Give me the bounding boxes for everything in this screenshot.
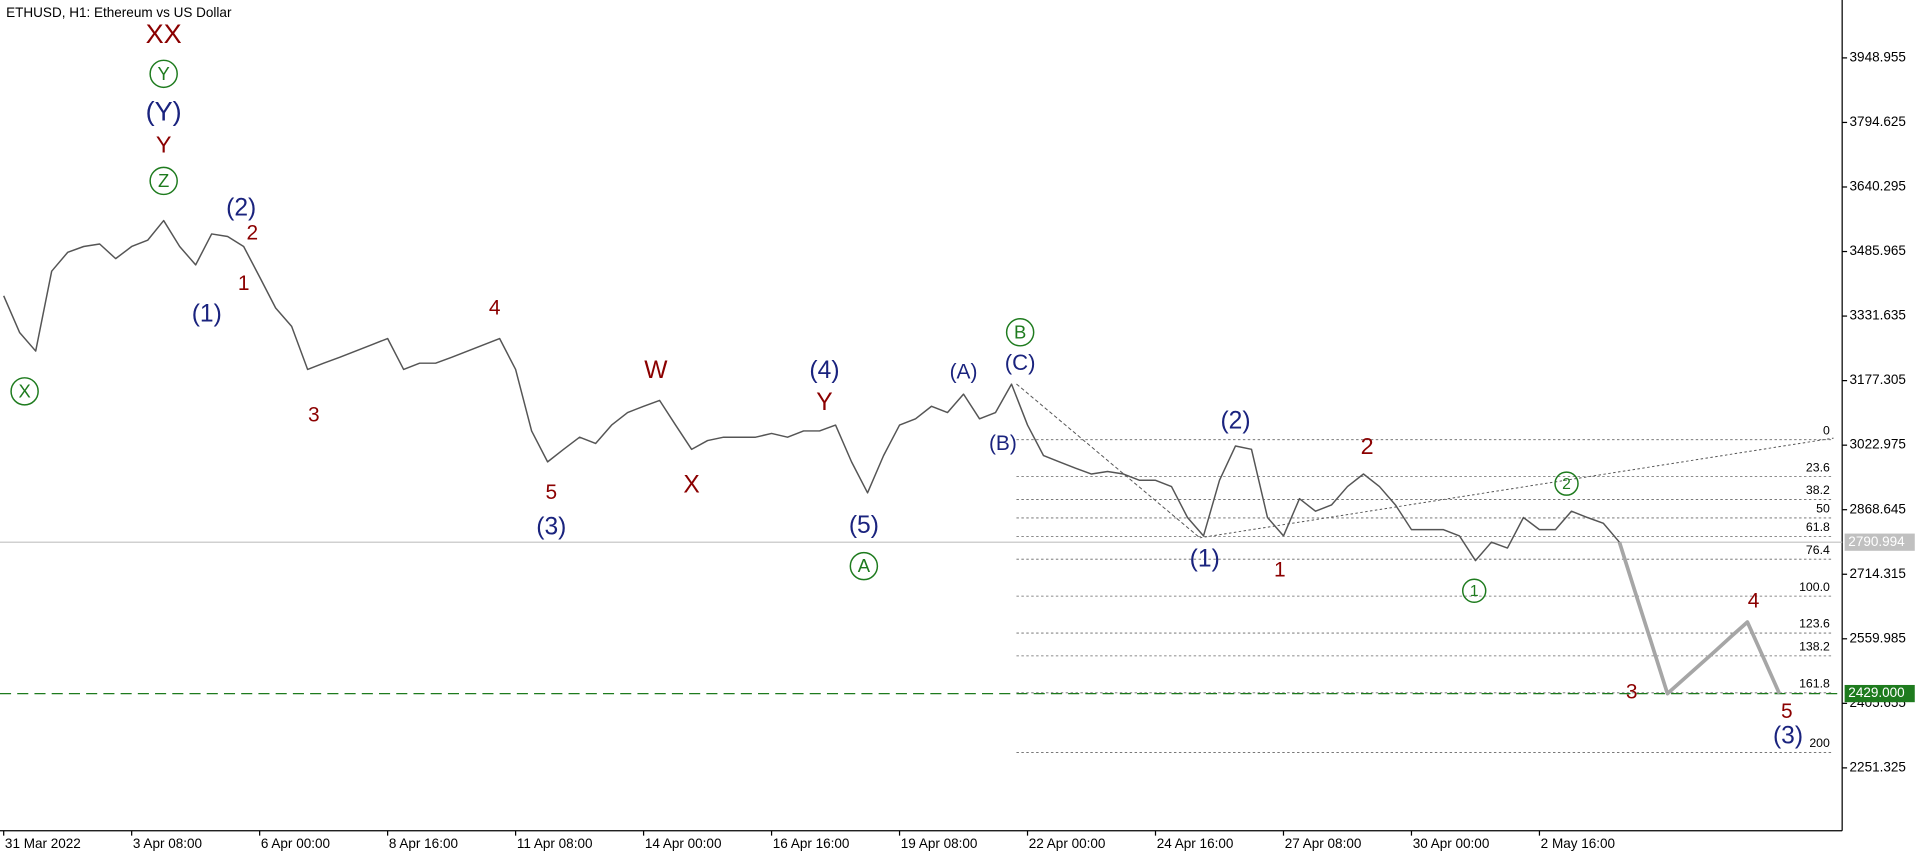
wave-label: 2	[246, 221, 258, 244]
x-tick-label: 3 Apr 08:00	[133, 836, 202, 851]
price-box	[1844, 684, 1915, 703]
wave-label: Y	[816, 389, 832, 416]
x-tick-label: 11 Apr 08:00	[517, 836, 593, 851]
wave-label: W	[644, 357, 668, 384]
x-tick-label: 27 Apr 08:00	[1285, 836, 1362, 851]
wave-label: 2	[1562, 476, 1571, 493]
wave-label: Z	[158, 170, 169, 191]
fib-label: 23.6	[1806, 460, 1830, 474]
wave-label: XX	[146, 18, 182, 49]
wave-label: 3	[1626, 680, 1638, 703]
y-tick-label: 3177.305	[1850, 372, 1906, 387]
wave-circle	[1005, 318, 1035, 347]
x-tick-label: 31 Mar 2022	[5, 836, 81, 851]
y-tick-label: 3331.635	[1850, 308, 1906, 323]
fib-label: 200	[1809, 736, 1830, 750]
wave-label: 1	[1274, 559, 1286, 582]
wave-label: (3)	[536, 513, 566, 540]
wave-label: 5	[1781, 700, 1793, 723]
y-tick-label: 3640.295	[1850, 179, 1906, 194]
wave-label: (B)	[989, 432, 1017, 455]
wave-label: A	[858, 555, 871, 576]
fib-label: 0	[1823, 423, 1830, 437]
wave-label: (2)	[1220, 408, 1250, 435]
price-series	[1617, 541, 1782, 696]
y-tick-label: 3022.975	[1850, 437, 1906, 452]
wave-label: 4	[489, 296, 501, 319]
wave-label: 1	[1470, 583, 1479, 600]
wave-label: (3)	[1773, 723, 1803, 750]
wave-circle	[10, 377, 39, 406]
y-tick-label: 2251.325	[1850, 759, 1906, 774]
y-tick-label: 2714.315	[1850, 566, 1906, 581]
y-tick-label: 3794.625	[1850, 114, 1906, 129]
price-box-label: 2790.994	[1848, 534, 1905, 549]
wave-label: 2	[1361, 433, 1374, 459]
x-tick-label: 30 Apr 00:00	[1413, 836, 1490, 851]
wave-label: X	[683, 472, 699, 499]
price-series	[3, 219, 1620, 562]
wave-label: (Y)	[146, 95, 182, 126]
fib-label: 123.6	[1799, 617, 1830, 631]
price-box	[1844, 533, 1915, 551]
y-tick-label: 3485.965	[1850, 243, 1906, 258]
wave-label: Y	[156, 132, 172, 158]
fib-trend-line	[1016, 383, 1201, 539]
wave-label: (1)	[1190, 545, 1220, 572]
wave-label: (2)	[226, 195, 256, 222]
x-tick-label: 8 Apr 16:00	[389, 836, 458, 851]
y-tick-label: 2868.645	[1850, 501, 1906, 516]
extension-line	[1199, 437, 1834, 539]
wave-label: Y	[158, 63, 170, 84]
x-tick-label: 24 Apr 16:00	[1157, 836, 1234, 851]
fib-label: 38.2	[1806, 483, 1830, 497]
wave-circle	[149, 166, 178, 196]
y-tick-label: 3948.955	[1850, 49, 1906, 64]
wave-label: 5	[545, 481, 557, 504]
fib-label: 61.8	[1806, 520, 1830, 534]
x-tick-label: 2 May 16:00	[1541, 836, 1615, 851]
wave-label: (5)	[849, 512, 879, 539]
wave-circle	[1554, 471, 1579, 496]
wave-label: 1	[238, 272, 250, 295]
fib-label: 138.2	[1799, 640, 1830, 654]
wave-label: (1)	[192, 301, 222, 328]
y-tick-label: 2559.985	[1850, 630, 1906, 645]
fib-label: 76.4	[1806, 543, 1830, 557]
x-tick-label: 16 Apr 16:00	[773, 836, 850, 851]
wave-label: B	[1014, 321, 1026, 342]
wave-label: 4	[1748, 589, 1760, 612]
wave-circle	[849, 551, 879, 581]
wave-label: X	[18, 380, 30, 401]
x-tick-label: 14 Apr 00:00	[645, 836, 722, 851]
wave-circle	[149, 59, 178, 89]
wave-label: (C)	[1005, 350, 1036, 375]
x-tick-label: 6 Apr 00:00	[261, 836, 330, 851]
wave-label: (4)	[809, 357, 839, 384]
fib-label: 100.0	[1799, 580, 1830, 594]
x-tick-label: 19 Apr 08:00	[901, 836, 978, 851]
chart-title: ETHUSD, H1: Ethereum vs US Dollar	[6, 5, 232, 20]
wave-label: (A)	[950, 360, 978, 383]
fib-label: 50	[1816, 502, 1830, 516]
wave-circle	[1461, 578, 1487, 603]
wave-label: 3	[308, 404, 320, 427]
fib-label: 161.8	[1799, 676, 1830, 690]
price-box-label: 2429.000	[1848, 685, 1904, 700]
x-tick-label: 22 Apr 00:00	[1029, 836, 1106, 851]
